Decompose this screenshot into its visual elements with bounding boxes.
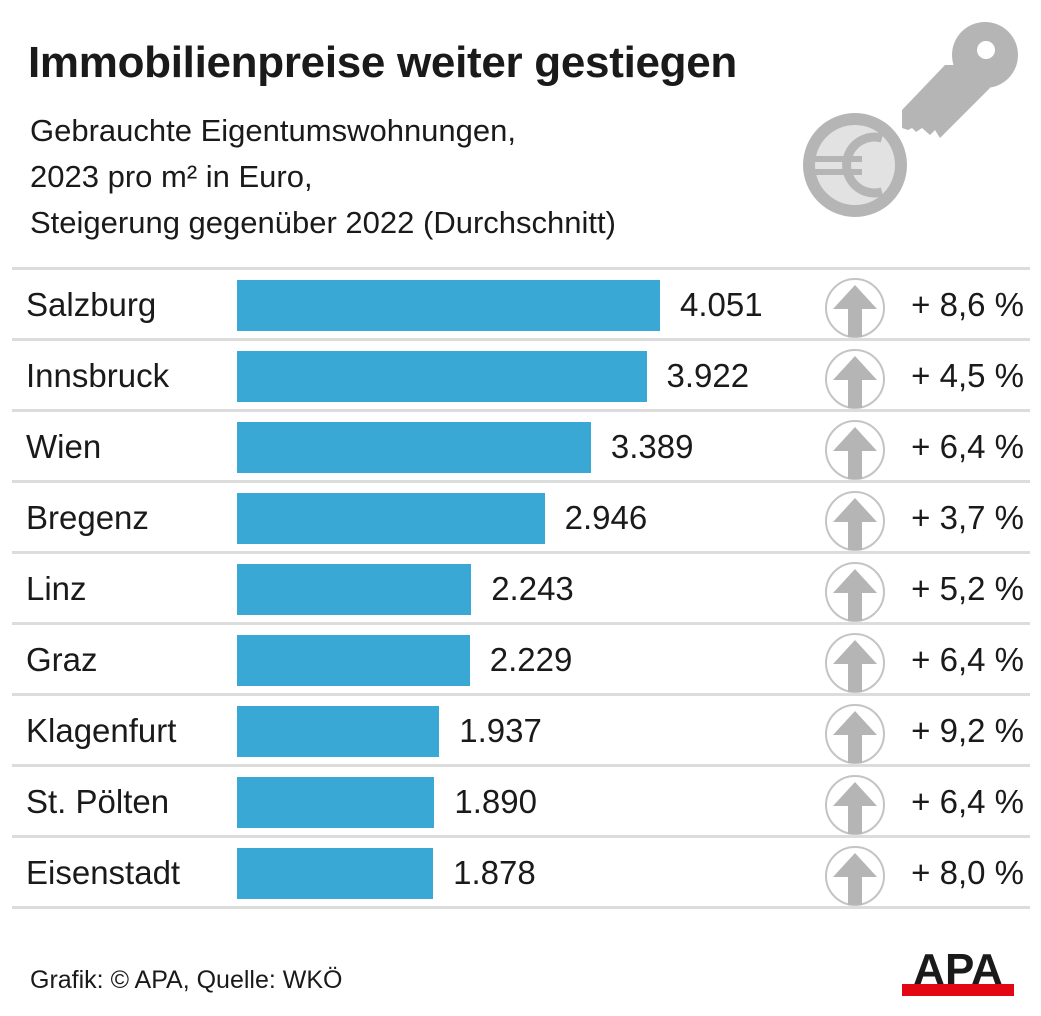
category-label: Graz xyxy=(26,641,98,678)
euro-coin-icon xyxy=(803,113,907,217)
bar xyxy=(237,848,434,899)
category-label: St. Pölten xyxy=(26,783,170,820)
value-label: 2.243 xyxy=(491,570,574,607)
arrow-up-circle-icon xyxy=(825,633,885,693)
bar xyxy=(237,493,545,544)
arrow-up-circle-icon xyxy=(825,704,885,764)
category-label: Wien xyxy=(26,428,102,465)
arrow-up-circle-icon xyxy=(825,775,885,835)
bar xyxy=(237,635,470,686)
value-label: 1.878 xyxy=(453,854,536,891)
category-label: Innsbruck xyxy=(26,357,170,394)
change-label: + 3,7 % xyxy=(911,499,1024,536)
category-label: Bregenz xyxy=(26,499,149,536)
logo-underline xyxy=(902,984,1014,996)
category-label: Eisenstadt xyxy=(26,854,181,891)
arrow-up-circle-icon xyxy=(825,278,885,338)
value-label: 1.890 xyxy=(454,783,537,820)
bar-row: St. Pölten 1.890 + 6,4 % xyxy=(12,764,1030,835)
bar-row: Eisenstadt 1.878 + 8,0 % xyxy=(12,835,1030,909)
value-label: 2.946 xyxy=(564,499,648,536)
change-label: + 6,4 % xyxy=(911,641,1024,678)
bar xyxy=(237,422,591,473)
subtitle-line: Steigerung gegenüber 2022 (Durchschnitt) xyxy=(30,205,616,240)
change-label: + 8,0 % xyxy=(911,854,1024,891)
subtitle-line: 2023 pro m² in Euro, xyxy=(30,159,313,194)
source-credit: Grafik: © APA, Quelle: WKÖ xyxy=(30,966,343,994)
value-label: 2.229 xyxy=(489,641,573,678)
change-label: + 9,2 % xyxy=(911,712,1024,749)
value-label: 3.922 xyxy=(666,357,750,394)
category-label: Salzburg xyxy=(26,286,157,323)
arrow-up-circle-icon xyxy=(825,420,885,480)
arrow-up-circle-icon xyxy=(825,846,885,906)
category-label: Linz xyxy=(26,570,87,607)
bar-row: Salzburg 4.051 + 8,6 % xyxy=(12,267,1030,338)
change-label: + 8,6 % xyxy=(911,286,1024,323)
change-label: + 5,2 % xyxy=(911,570,1024,607)
apa-logo: APA xyxy=(902,950,1014,996)
bar xyxy=(237,777,435,828)
bar-row: Graz 2.229 + 6,4 % xyxy=(12,622,1030,693)
chart-title: Immobilienpreise weiter gestiegen xyxy=(28,38,737,87)
subtitle-line: Gebrauchte Eigentumswohnungen, xyxy=(30,113,516,148)
bar-row: Linz 2.243 + 5,2 % xyxy=(12,551,1030,622)
category-label: Klagenfurt xyxy=(26,712,177,749)
bar xyxy=(237,351,647,402)
bar-row: Klagenfurt 1.937 + 9,2 % xyxy=(12,693,1030,764)
change-label: + 6,4 % xyxy=(911,428,1024,465)
bar-row: Bregenz 2.946 + 3,7 % xyxy=(12,480,1030,551)
key-icon xyxy=(902,22,1018,138)
arrow-up-circle-icon xyxy=(825,562,885,622)
arrow-up-circle-icon xyxy=(825,491,885,551)
arrow-up-circle-icon xyxy=(825,349,885,409)
bar xyxy=(237,706,440,757)
change-label: + 6,4 % xyxy=(911,783,1024,820)
bar xyxy=(237,280,660,331)
value-label: 4.051 xyxy=(680,286,763,323)
bar-row: Innsbruck 3.922 + 4,5 % xyxy=(12,338,1030,409)
value-label: 1.937 xyxy=(459,712,542,749)
decoration-illustration xyxy=(803,22,1018,217)
bar-rows: Salzburg 4.051 + 8,6 % Innsbruck 3.922 + 4,5 … xyxy=(12,267,1030,909)
chart-subtitle: Gebrauchte Eigentumswohnungen, 2023 pro … xyxy=(30,108,616,246)
change-label: + 4,5 % xyxy=(911,357,1024,394)
value-label: 3.389 xyxy=(610,428,694,465)
bar-row: Wien 3.389 + 6,4 % xyxy=(12,409,1030,480)
bar xyxy=(237,564,472,615)
